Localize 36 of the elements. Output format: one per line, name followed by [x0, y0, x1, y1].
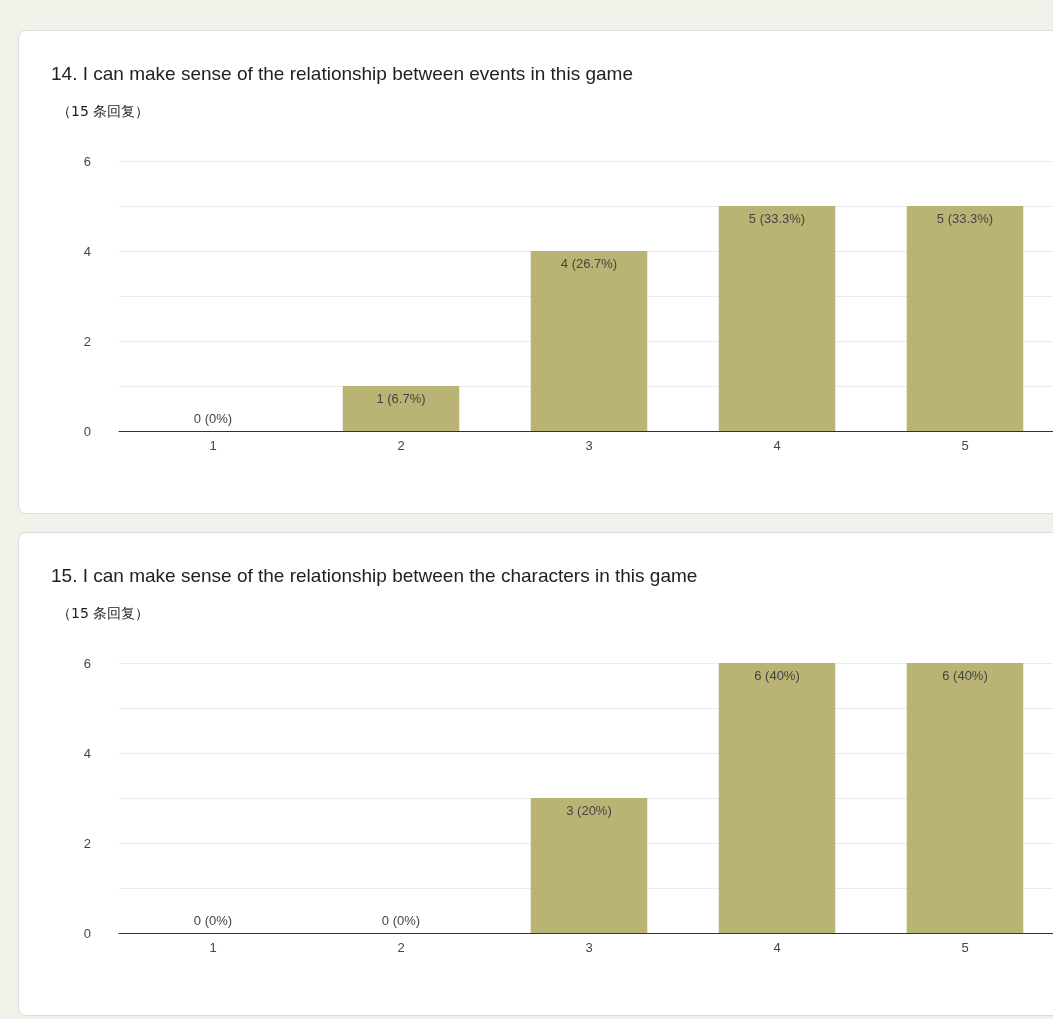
x-tick-label: 1	[209, 940, 217, 955]
data-label: 1 (6.7%)	[376, 391, 426, 406]
data-label: 4 (26.7%)	[560, 256, 618, 271]
y-tick-label: 0	[83, 925, 91, 941]
data-label: 5 (33.3%)	[936, 211, 994, 226]
x-tick-label: 4	[773, 438, 781, 453]
x-tick-label: 1	[209, 438, 217, 453]
data-label: 6 (40%)	[942, 668, 988, 683]
x-tick-label: 5	[961, 438, 969, 453]
chart-subtitle: （15 条回复）	[57, 103, 150, 121]
y-tick-label: 0	[83, 423, 91, 439]
chart-title: 14. I can make sense of the relationship between events in this game	[51, 63, 633, 85]
data-label: 6 (40%)	[754, 668, 800, 683]
data-label: 0 (0%)	[193, 411, 233, 426]
x-tick-label: 2	[397, 438, 405, 453]
bar	[530, 251, 648, 431]
data-label: 3 (20%)	[566, 803, 612, 818]
bar	[906, 206, 1024, 431]
y-tick-label: 2	[83, 333, 91, 349]
x-tick-label: 5	[961, 940, 969, 955]
y-tick-label: 6	[83, 655, 91, 671]
y-tick-label: 4	[83, 243, 91, 259]
bar	[718, 206, 836, 431]
y-tick-label: 6	[83, 153, 91, 169]
bar	[342, 386, 460, 431]
data-label: 0 (0%)	[381, 913, 421, 928]
data-label: 0 (0%)	[193, 913, 233, 928]
y-tick-label: 2	[83, 835, 91, 851]
chart-subtitle: （15 条回复）	[57, 605, 150, 623]
x-tick-label: 2	[397, 940, 405, 955]
x-tick-label: 4	[773, 940, 781, 955]
x-tick-label: 3	[585, 438, 593, 453]
chart-title: 15. I can make sense of the relationship between the characters in this game	[51, 565, 698, 587]
data-label: 5 (33.3%)	[748, 211, 806, 226]
x-tick-label: 3	[585, 940, 593, 955]
y-tick-label: 4	[83, 745, 91, 761]
